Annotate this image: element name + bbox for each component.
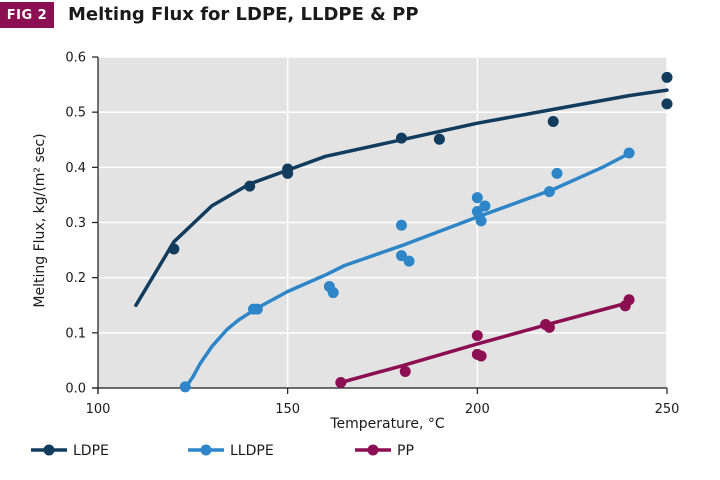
legend-pp-label: PP [397,443,414,459]
x-tick-label: 200 [465,402,490,417]
legend: LDPE LLDPE PP [31,443,414,459]
pp-data-point [471,330,483,342]
ldpe-data-point [168,243,180,255]
pp-data-point [623,294,635,306]
pp-fit-line [339,300,631,385]
lldpe-data-point [395,250,407,262]
ldpe-data-point [244,180,256,192]
y-tick-label: 0.1 [65,326,86,341]
ldpe-data-point [547,116,559,128]
lldpe-data-point [479,200,491,212]
pp-data-point [543,321,555,333]
legend-lldpe-marker [200,444,212,456]
lldpe-data-point [623,147,635,159]
ldpe-data-point [661,98,673,110]
pp-data-point [475,350,487,362]
series-group [134,71,673,393]
lldpe-data-point [179,381,191,393]
legend-ldpe-label: LDPE [73,443,109,459]
x-tick-label: 250 [655,402,680,417]
y-tick-label: 0.6 [65,51,86,66]
lldpe-data-point [543,186,555,198]
lldpe-data-point [551,167,563,179]
figure-badge: FIG 2 [0,2,54,28]
y-tick-label: 0.4 [65,161,86,176]
ldpe-data-point [395,132,407,144]
legend-pp-marker [367,444,379,456]
lldpe-data-point [251,303,263,315]
axis-ticks: 0.0 0.1 0.2 0.3 0.4 0.5 0.6 100 150 200 250 [65,51,679,418]
lldpe-data-point [471,205,483,217]
y-tick-label: 0.0 [65,382,86,397]
y-tick-label: 0.5 [65,106,86,121]
ldpe-data-point [661,71,673,83]
x-axis-label: Temperature, °C [329,416,445,432]
lldpe-data-point [395,219,407,231]
ldpe-data-point [282,167,294,179]
lldpe-data-point [471,192,483,204]
pp-data-point [335,376,347,388]
pp-data-point [399,365,411,377]
y-tick-label: 0.2 [65,271,86,286]
y-axis-label: Melting Flux, kg/(m² sec) [32,133,48,307]
chart-title: Melting Flux for LDPE, LLDPE & PP [68,4,419,25]
lldpe-fit-line [183,151,631,390]
lldpe-data-point [403,255,415,267]
lldpe-data-point [327,287,339,299]
x-tick-label: 150 [275,402,300,417]
lldpe-data-point [475,215,487,227]
ldpe-data-point [433,133,445,145]
x-tick-label: 100 [86,402,111,417]
legend-lldpe-label: LLDPE [230,443,274,459]
y-tick-label: 0.3 [65,216,86,231]
legend-ldpe-marker [43,444,55,456]
ldpe-fit-line [134,88,669,308]
figure-header: FIG 2 Melting Flux for LDPE, LLDPE & PP [0,0,720,34]
